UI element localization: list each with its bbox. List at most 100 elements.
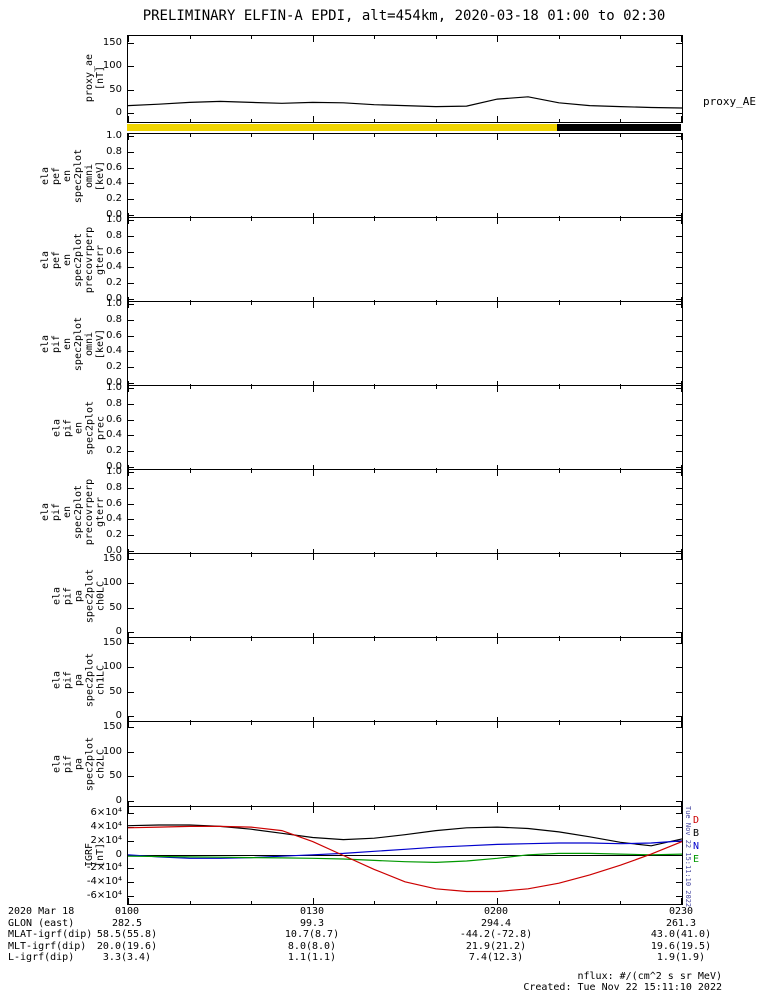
igrf-curves — [128, 824, 682, 893]
xtick-minor — [620, 218, 622, 221]
xtick-major — [680, 554, 682, 560]
xtick-major — [680, 134, 682, 140]
xtick-major — [680, 297, 682, 303]
panel-pif_en_prec — [127, 385, 683, 472]
xtick-minor — [435, 134, 437, 137]
ytick-label: 0.2 — [106, 277, 122, 289]
xtick-minor — [558, 807, 560, 810]
xtick-minor — [189, 386, 191, 389]
xtick-major — [497, 722, 499, 728]
ytick-label: 0.8 — [106, 481, 122, 493]
ytick-mark — [128, 319, 134, 321]
ytick-label: 100 — [102, 661, 122, 673]
ytick-mark — [676, 235, 682, 237]
footer-cell: 0100 — [114, 906, 140, 917]
proxy-curves — [128, 96, 682, 109]
xtick-minor — [189, 36, 191, 39]
ytick-mark — [128, 812, 134, 814]
xtick-minor — [189, 554, 191, 557]
xtick-minor — [435, 36, 437, 39]
ytick-mark — [128, 715, 134, 717]
ytick-mark — [128, 167, 134, 169]
ytick-mark — [128, 251, 134, 253]
ytick-mark — [128, 691, 134, 693]
footer-cell: 99.3 — [299, 918, 325, 929]
xtick-minor — [435, 386, 437, 389]
ytick-label: 0.8 — [106, 229, 122, 241]
flag-segment-1 — [556, 124, 681, 131]
xtick-major — [128, 722, 129, 728]
ytick-mark — [676, 800, 682, 802]
ytick-mark — [128, 136, 134, 138]
ytick-mark — [128, 472, 134, 474]
xtick-major — [680, 802, 682, 808]
footer-cell: 43.0(41.0) — [650, 929, 712, 940]
footer-cell: 10.7(8.7) — [284, 929, 340, 940]
xtick-minor — [189, 302, 191, 305]
footer-cell: 1.9(1.9) — [656, 952, 706, 963]
xtick-minor — [189, 807, 191, 810]
xtick-major — [312, 554, 314, 560]
ytick-label: 100 — [102, 577, 122, 589]
ytick-mark — [676, 751, 682, 753]
ytick-mark — [128, 214, 134, 216]
ytick-label: 0.0 — [106, 544, 122, 556]
ytick-mark — [676, 451, 682, 453]
ytick-mark — [676, 519, 682, 521]
xtick-major — [312, 470, 314, 476]
xtick-minor — [435, 722, 437, 725]
ytick-mark — [676, 183, 682, 185]
xtick-major — [497, 633, 499, 639]
footer-cell: 1.1(1.1) — [287, 952, 337, 963]
ytick-label: 1.0 — [106, 298, 122, 310]
ytick-mark — [128, 199, 134, 201]
xtick-major — [312, 465, 314, 471]
xtick-major — [312, 302, 314, 308]
series-D — [128, 825, 682, 893]
xtick-minor — [374, 302, 376, 305]
ytick-mark — [128, 183, 134, 185]
xtick-major — [680, 116, 682, 122]
ytick-mark — [128, 151, 134, 153]
ytick-mark — [128, 631, 134, 633]
ytick-mark — [128, 388, 134, 390]
ytick-mark — [676, 199, 682, 201]
xtick-major — [497, 116, 499, 122]
ytick-mark — [128, 583, 134, 585]
ytick-mark — [676, 503, 682, 505]
footer-cell: 3.3(3.4) — [102, 952, 152, 963]
xtick-major — [312, 722, 314, 728]
ytick-mark — [676, 283, 682, 285]
xtick-major — [128, 116, 129, 122]
ytick-mark — [128, 298, 134, 300]
panel-pef_en_omni — [127, 133, 683, 220]
ytick-mark — [676, 812, 682, 814]
nflux-units-note: nflux: #/(cm^2 s sr MeV) — [577, 971, 723, 982]
ytick-mark — [676, 113, 682, 115]
footer-cell: 294.4 — [480, 918, 512, 929]
ytick-mark — [676, 727, 682, 729]
footer-cell: 7.4(12.3) — [468, 952, 524, 963]
xtick-major — [128, 297, 129, 303]
xtick-major — [128, 633, 129, 639]
xtick-major — [312, 549, 314, 555]
ytick-label: 0 — [115, 107, 122, 119]
ytick-mark — [128, 403, 134, 405]
ytick-mark — [676, 896, 682, 898]
ytick-mark — [676, 643, 682, 645]
ytick-label: 0.4 — [106, 513, 122, 525]
ytick-mark — [128, 550, 134, 552]
panel-pif_en_pcop — [127, 469, 683, 556]
ytick-mark — [676, 715, 682, 717]
xtick-major — [680, 218, 682, 224]
ytick-mark — [676, 535, 682, 537]
ytick-label: 0.2 — [106, 193, 122, 205]
xtick-major — [680, 213, 682, 219]
xtick-major — [497, 717, 499, 723]
xtick-major — [497, 554, 499, 560]
footer-cell: 0200 — [483, 906, 509, 917]
xtick-minor — [558, 218, 560, 221]
panel-proxy — [127, 35, 683, 123]
xtick-minor — [620, 302, 622, 305]
ytick-label: 150 — [102, 721, 122, 733]
